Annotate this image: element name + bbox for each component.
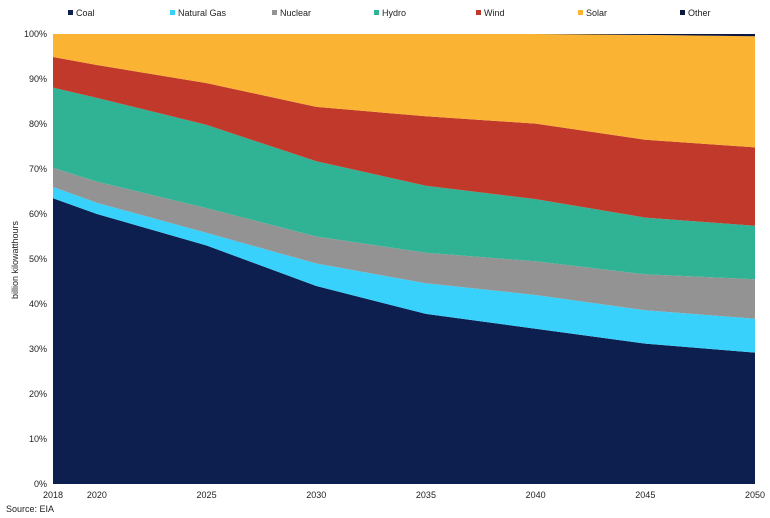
area-other [53,34,755,37]
legend-swatch [68,10,73,15]
x-tick-label: 2050 [745,490,765,500]
y-tick-label: 0% [34,479,47,489]
area-solar [53,34,755,148]
legend-swatch [272,10,277,15]
area-natural-gas [53,187,755,353]
x-axis: 2018 2020 2025 2030 2035 2040 2045 2050 [43,490,765,500]
y-tick-label: 80% [29,119,47,129]
area-layers [53,34,755,485]
x-tick-label: 2018 [43,490,63,500]
y-tick-label: 40% [29,299,47,309]
y-tick-label: 90% [29,74,47,84]
y-tick-label: 30% [29,344,47,354]
legend-item-nuclear: Nuclear [272,8,311,18]
legend-swatch [680,10,685,15]
area-hydro [53,87,755,280]
area-coal [53,198,755,485]
legend-label: Solar [586,8,607,18]
legend: Coal Natural Gas Nuclear Hydro Wind Solar Othe… [68,8,711,18]
legend-swatch [374,10,379,15]
legend-label: Wind [484,8,505,18]
legend-swatch [170,10,175,15]
x-tick-label: 2040 [526,490,546,500]
legend-label: Nuclear [280,8,311,18]
y-tick-label: 10% [29,434,47,444]
y-tick-label: 20% [29,389,47,399]
y-tick-label: 60% [29,209,47,219]
legend-label: Other [688,8,711,18]
x-tick-label: 2035 [416,490,436,500]
legend-item-other: Other [680,8,711,18]
x-tick-label: 2030 [306,490,326,500]
legend-item-wind: Wind [476,8,505,18]
legend-label: Coal [76,8,95,18]
source-note: Source: EIA [6,504,55,514]
y-tick-label: 100% [24,29,47,39]
x-tick-label: 2020 [87,490,107,500]
legend-item-coal: Coal [68,8,95,18]
y-axis-label: billion kilowatthours [10,220,20,299]
legend-label: Natural Gas [178,8,227,18]
area-nuclear [53,167,755,319]
legend-item-solar: Solar [578,8,607,18]
legend-item-hydro: Hydro [374,8,406,18]
legend-swatch [476,10,481,15]
x-tick-label: 2025 [197,490,217,500]
y-tick-label: 70% [29,164,47,174]
x-tick-label: 2045 [635,490,655,500]
legend-swatch [578,10,583,15]
legend-item-natural-gas: Natural Gas [170,8,227,18]
y-axis: 0% 10% 20% 30% 40% 50% 60% 70% 80% 90% 100% [24,29,47,489]
legend-label: Hydro [382,8,406,18]
area-wind [53,57,755,226]
y-tick-label: 50% [29,254,47,264]
